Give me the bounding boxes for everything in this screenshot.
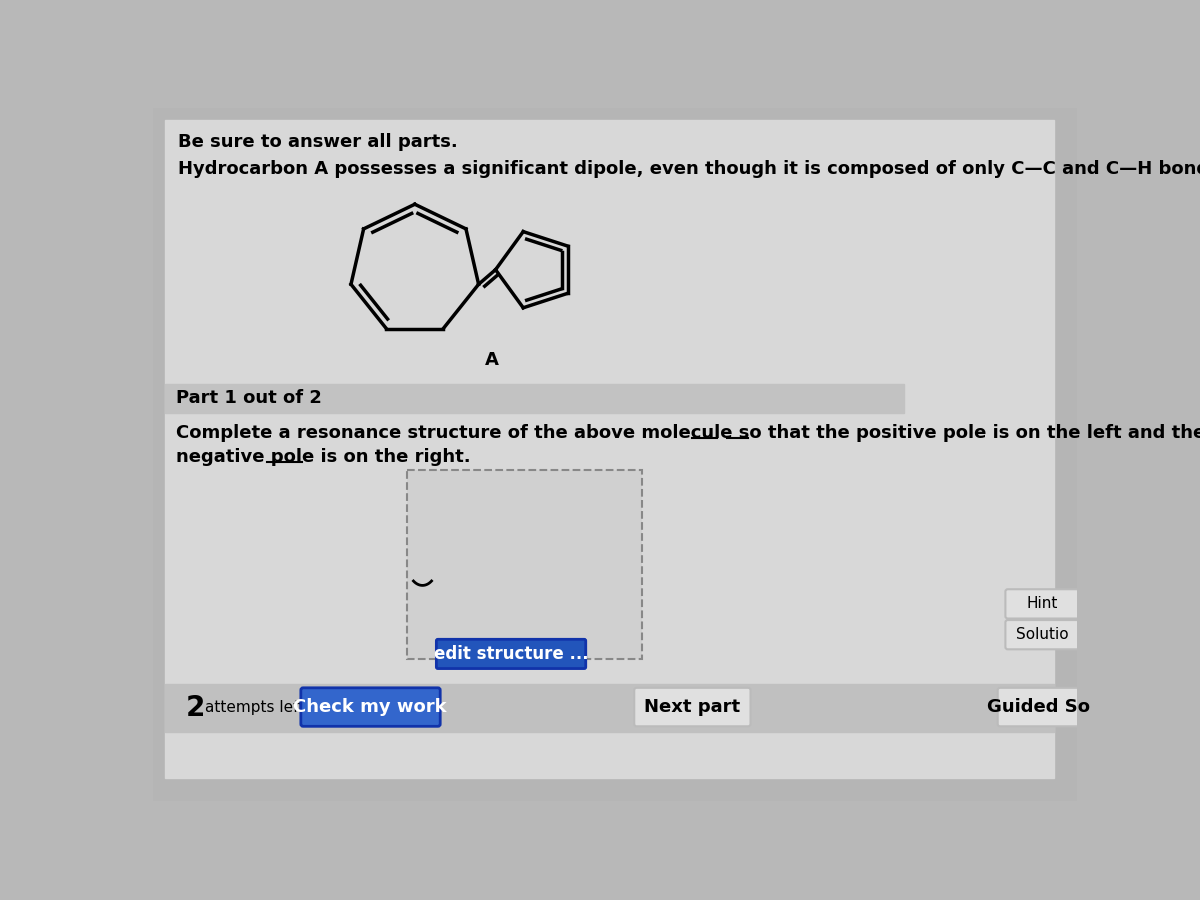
Bar [407,470,642,659]
Bar [164,383,904,413]
Text: Hint: Hint [1027,597,1058,611]
FancyBboxPatch shape [437,639,586,669]
FancyBboxPatch shape [635,688,750,726]
Text: Hydrocarbon A possesses a significant dipole, even though it is composed of only: Hydrocarbon A possesses a significant di… [178,160,1200,178]
Text: attempts left: attempts left [205,700,305,716]
Text: A: A [485,350,499,369]
Text: Check my work: Check my work [293,698,446,716]
FancyBboxPatch shape [1006,590,1079,618]
FancyBboxPatch shape [301,688,440,726]
Text: Part 1 out of 2: Part 1 out of 2 [176,390,322,408]
Bar [164,684,1054,732]
Text: edit structure ...: edit structure ... [433,645,588,663]
Text: Guided So: Guided So [986,698,1090,716]
FancyBboxPatch shape [997,688,1079,726]
Text: 2: 2 [185,694,205,722]
Text: Complete a resonance structure of the above molecule so that the positive pole i: Complete a resonance structure of the ab… [176,424,1200,442]
Text: negative pole is on the right.: negative pole is on the right. [176,448,470,466]
Text: Solutio: Solutio [1016,627,1069,643]
Text: Next part: Next part [644,698,740,716]
Text: Be sure to answer all parts.: Be sure to answer all parts. [178,132,457,150]
FancyBboxPatch shape [1006,620,1079,649]
